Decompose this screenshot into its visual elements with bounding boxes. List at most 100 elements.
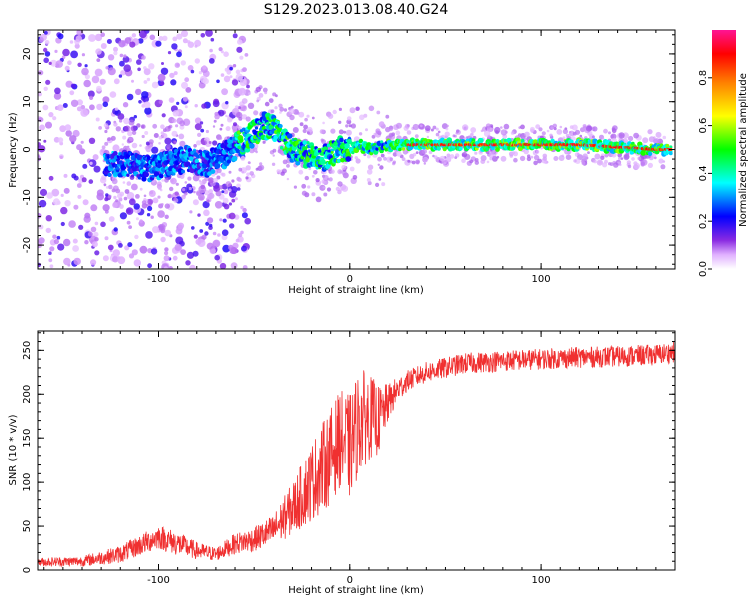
spectrogram-halo [293,185,297,189]
spectrogram-halo [161,179,165,182]
spectrogram-noise-blob [160,67,169,76]
spectrogram-halo [167,193,173,199]
spectrogram-noise-blob [91,75,100,84]
spectrogram-noise-blob [91,241,98,248]
spectrogram-ridge-cell [471,138,476,143]
spectrogram-halo [332,109,337,115]
snr-ytick-label: 100 [22,473,33,492]
spectrogram-halo [549,133,553,137]
spectrogram-noise-blob [81,177,87,183]
spectrogram-halo [200,184,206,190]
spectrogram-halo [279,106,285,112]
spectrogram-noise-blob [38,155,42,162]
spectrogram-halo [633,132,639,139]
spectrogram-noise-blob [207,217,214,224]
spectrogram-noise-blob [62,48,70,57]
spectrogram-noise-blob [119,60,125,67]
spectrogram-ridge-cell [143,171,149,178]
spectrogram-noise-blob [202,201,210,209]
spectrogram-noise-blob [236,187,241,191]
spectrogram-halo [377,156,382,162]
spectrogram-halo [199,180,204,185]
spectrogram-noise-blob [71,173,77,179]
spectrogram-noise-blob [133,115,137,119]
spectrogram-noise-blob [45,121,52,129]
spectrogram-noise-blob [202,78,209,85]
spectrogram-halo [411,160,416,165]
spectrogram-halo [104,141,109,146]
spectrogram-halo [379,121,385,126]
spectrogram-noise-blob [185,87,192,93]
spectrogram-halo [593,159,597,164]
spectrogram-noise-blob [135,217,139,221]
spectrogram-noise-blob [102,101,109,108]
spectrogram-halo [456,129,460,133]
spectrogram-noise-blob [67,60,72,65]
spectrogram-noise-blob [177,222,185,229]
spectrogram-halo [115,126,122,132]
spectrogram-noise-blob [73,204,79,210]
spectrogram-noise-blob [214,111,219,117]
spectrogram-halo [111,179,115,182]
spectrogram-noise-blob [164,251,169,256]
spectrogram-noise-blob [167,51,172,55]
spectrogram-noise-blob [54,87,61,95]
spectrogram-halo [355,158,361,164]
spectrogram-noise-blob [44,40,50,45]
spectrogram-ridge-cell [231,155,238,162]
spectrogram-noise-blob [117,256,126,265]
spectrogram-noise-blob [186,251,195,259]
spectrogram-noise-blob [235,69,241,75]
spectrogram-ytick-label: 20 [22,48,33,61]
spectrogram-halo [641,159,648,166]
spectrogram-noise-blob [123,64,131,72]
spectrogram-ridge-cell [226,159,232,164]
spectrogram-noise-blob [212,245,216,249]
colorbar-tick-label: 0.6 [698,118,709,134]
spectrogram-halo [520,124,525,130]
spectrogram-halo [164,203,170,209]
spectrogram-halo [354,156,358,160]
spectrogram-halo [103,123,109,128]
spectrogram-noise-blob [180,60,186,66]
spectrogram-halo [546,129,550,133]
spectrogram-noise-blob [120,70,126,76]
spectrogram-halo [279,111,282,114]
spectrogram-noise-blob [221,190,225,194]
spectrogram-halo [509,154,513,158]
spectrogram-noise-blob [151,81,159,89]
spectrogram-noise-blob [113,46,118,52]
spectrogram-noise-blob [89,104,95,111]
spectrogram-halo [123,196,128,201]
spectrogram-ridge-cell [380,140,384,144]
spectrogram-noise-blob [113,51,118,56]
spectrogram-noise-blob [242,207,247,213]
spectrogram-halo [175,182,179,186]
spectrogram-noise-blob [164,247,169,252]
spectrogram-noise-blob [176,51,182,58]
spectrogram-noise-blob [74,43,80,49]
spectrogram-halo [218,185,224,190]
spectrogram-noise-blob [133,259,141,267]
spectrogram-noise-blob [189,210,193,214]
spectrogram-halo [288,108,295,115]
snr-xtick-label: 0 [347,575,353,586]
spectrogram-halo [212,125,216,128]
spectrogram-noise-blob [219,218,223,222]
spectrogram-noise-blob [119,212,127,220]
spectrogram-noise-blob [200,128,205,133]
spectrogram-halo [385,114,390,119]
spectrogram-noise-blob [48,112,54,118]
spectrogram-halo [248,92,251,95]
spectrogram-halo [330,169,335,174]
spectrogram-halo [462,124,469,131]
spectrogram-noise-blob [124,37,132,44]
spectrogram-noise-blob [93,231,99,238]
spectrogram-noise-blob [119,53,124,58]
spectrogram-noise-blob [61,55,66,59]
spectrogram-halo [220,172,224,176]
spectrogram-ridge-cell [320,159,326,165]
spectrogram-noise-blob [102,255,109,262]
spectrogram-halo [500,126,503,129]
spectrogram-noise-blob [122,102,129,108]
